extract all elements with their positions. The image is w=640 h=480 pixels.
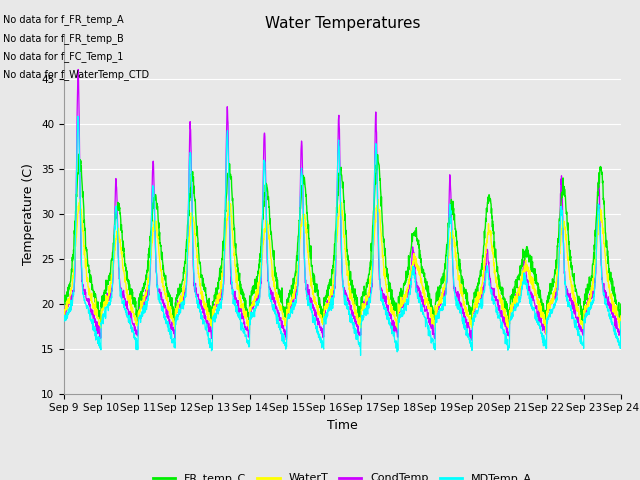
Title: Water Temperatures: Water Temperatures bbox=[265, 16, 420, 31]
Text: No data for f_FR_temp_B: No data for f_FR_temp_B bbox=[3, 33, 124, 44]
Text: No data for f_FC_Temp_1: No data for f_FC_Temp_1 bbox=[3, 51, 124, 62]
Y-axis label: Temperature (C): Temperature (C) bbox=[22, 163, 35, 264]
Text: No data for f_FR_temp_A: No data for f_FR_temp_A bbox=[3, 14, 124, 25]
X-axis label: Time: Time bbox=[327, 419, 358, 432]
Text: No data for f_WaterTemp_CTD: No data for f_WaterTemp_CTD bbox=[3, 69, 149, 80]
Legend: FR_temp_C, WaterT, CondTemp, MDTemp_A: FR_temp_C, WaterT, CondTemp, MDTemp_A bbox=[148, 469, 536, 480]
